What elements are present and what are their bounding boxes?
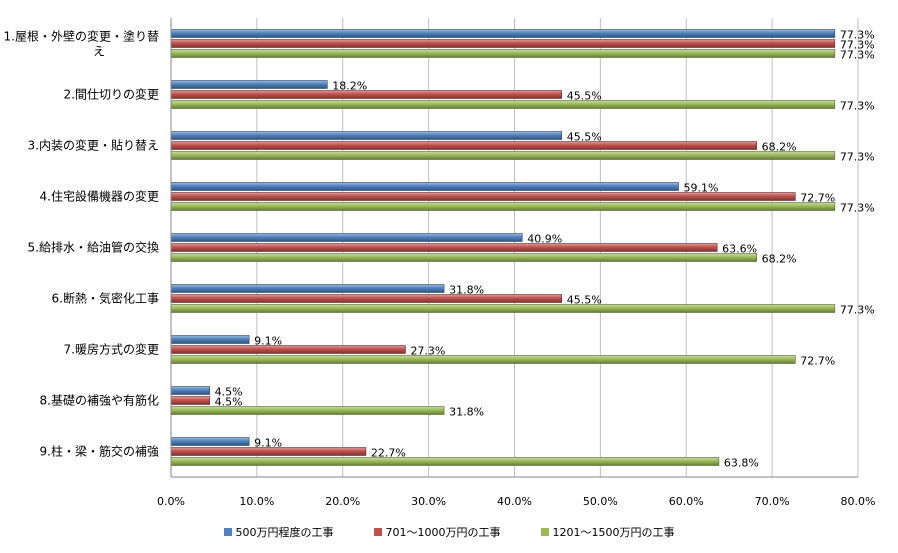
category-label: 7.暖房方式の変更: [64, 342, 159, 357]
category-label: 6.断熱・気密化工事: [52, 291, 159, 306]
bar-series-2: [170, 243, 718, 252]
data-label: 45.5%: [567, 131, 602, 144]
data-label: 9.1%: [254, 437, 282, 450]
bar-series-2: [170, 39, 836, 48]
legend-item-series-1: 500万円程度の工事: [223, 524, 334, 540]
data-label: 31.8%: [449, 284, 484, 297]
data-label: 77.3%: [840, 151, 875, 164]
bar-series-3: [170, 304, 836, 313]
category-label: 9.柱・梁・筋交の補強: [40, 444, 159, 459]
legend-swatch-series-1: [223, 528, 232, 536]
bar-series-3: [170, 406, 445, 415]
data-label: 77.3%: [840, 29, 875, 42]
category-label: 8.基礎の補強や有筋化: [40, 393, 159, 408]
bar-series-1: [170, 182, 679, 191]
x-tick-label: 40.0%: [497, 495, 532, 508]
x-tick-label: 10.0%: [239, 495, 274, 508]
bar-series-1: [170, 131, 563, 140]
data-label: 68.2%: [762, 253, 797, 266]
category-label: 4.住宅設備機器の変更: [40, 189, 159, 204]
legend-label-series-2: 701～1000万円の工事: [385, 526, 501, 539]
legend-item-series-3: 1201～1500万円の工事: [540, 524, 675, 540]
data-label: 27.3%: [410, 345, 445, 358]
bar-series-1: [170, 80, 328, 89]
category-label: 1.屋根・外壁の変更・塗り替え: [4, 29, 159, 59]
x-tick-label: 0.0%: [157, 495, 185, 508]
bar-series-2: [170, 396, 210, 405]
data-label: 77.3%: [840, 39, 875, 52]
data-label: 4.5%: [215, 396, 243, 409]
bar-series-3: [170, 457, 720, 466]
data-label: 45.5%: [567, 90, 602, 103]
bar-series-3: [170, 253, 757, 262]
data-label: 72.7%: [800, 355, 835, 368]
bar-series-1: [170, 233, 523, 242]
x-tick-label: 30.0%: [411, 495, 446, 508]
data-label: 18.2%: [332, 80, 367, 93]
data-label: 63.6%: [722, 243, 757, 256]
legend-swatch-series-2: [373, 528, 382, 536]
bar-series-1: [170, 29, 836, 38]
data-label: 68.2%: [762, 141, 797, 154]
x-tick-label: 60.0%: [669, 495, 704, 508]
data-label: 4.5%: [215, 386, 243, 399]
category-label: 3.内装の変更・貼り替え: [28, 138, 159, 153]
bar-series-1: [170, 437, 250, 446]
data-label: 31.8%: [449, 406, 484, 419]
data-label: 77.3%: [840, 304, 875, 317]
data-label: 72.7%: [800, 192, 835, 205]
bar-series-1: [170, 386, 210, 395]
bar-series-3: [170, 100, 836, 109]
legend-item-series-2: 701～1000万円の工事: [373, 524, 501, 540]
data-label: 77.3%: [840, 49, 875, 62]
data-label: 9.1%: [254, 335, 282, 348]
bar-series-3: [170, 355, 796, 364]
category-label: 2.間仕切りの変更: [64, 87, 159, 102]
bar-series-1: [170, 335, 250, 344]
legend-label-series-3: 1201～1500万円の工事: [552, 526, 675, 539]
data-labels: 77.3%77.3%77.3%18.2%45.5%77.3%45.5%68.2%…: [215, 29, 875, 470]
legend-swatch-series-3: [540, 528, 549, 536]
data-label: 22.7%: [371, 447, 406, 460]
x-tick-label: 80.0%: [841, 495, 876, 508]
x-tick-label: 20.0%: [325, 495, 360, 508]
data-label: 40.9%: [527, 233, 562, 246]
bar-series-2: [170, 345, 406, 354]
x-tick-label: 50.0%: [583, 495, 618, 508]
data-label: 45.5%: [567, 294, 602, 307]
legend-label-series-1: 500万円程度の工事: [235, 526, 334, 539]
data-label: 59.1%: [684, 182, 719, 195]
axes: 0.0% 10.0% 20.0% 30.0% 40.0% 50.0% 60.0% 70.0% 8…: [4, 18, 876, 508]
data-label: 77.3%: [840, 202, 875, 215]
data-label: 77.3%: [840, 100, 875, 113]
category-label: 5.給排水・給油管の交換: [28, 240, 159, 255]
bar-series-2: [170, 294, 563, 303]
bar-series-3: [170, 202, 836, 211]
bar-series-1: [170, 284, 445, 293]
bar-series-3: [170, 49, 836, 58]
legend: 500万円程度の工事 701～1000万円の工事 1201～1500万円の工事: [0, 520, 898, 544]
bar-series-3: [170, 151, 836, 160]
bar-series-2: [170, 141, 757, 150]
x-tick-label: 70.0%: [755, 495, 790, 508]
data-label: 63.8%: [724, 457, 759, 470]
